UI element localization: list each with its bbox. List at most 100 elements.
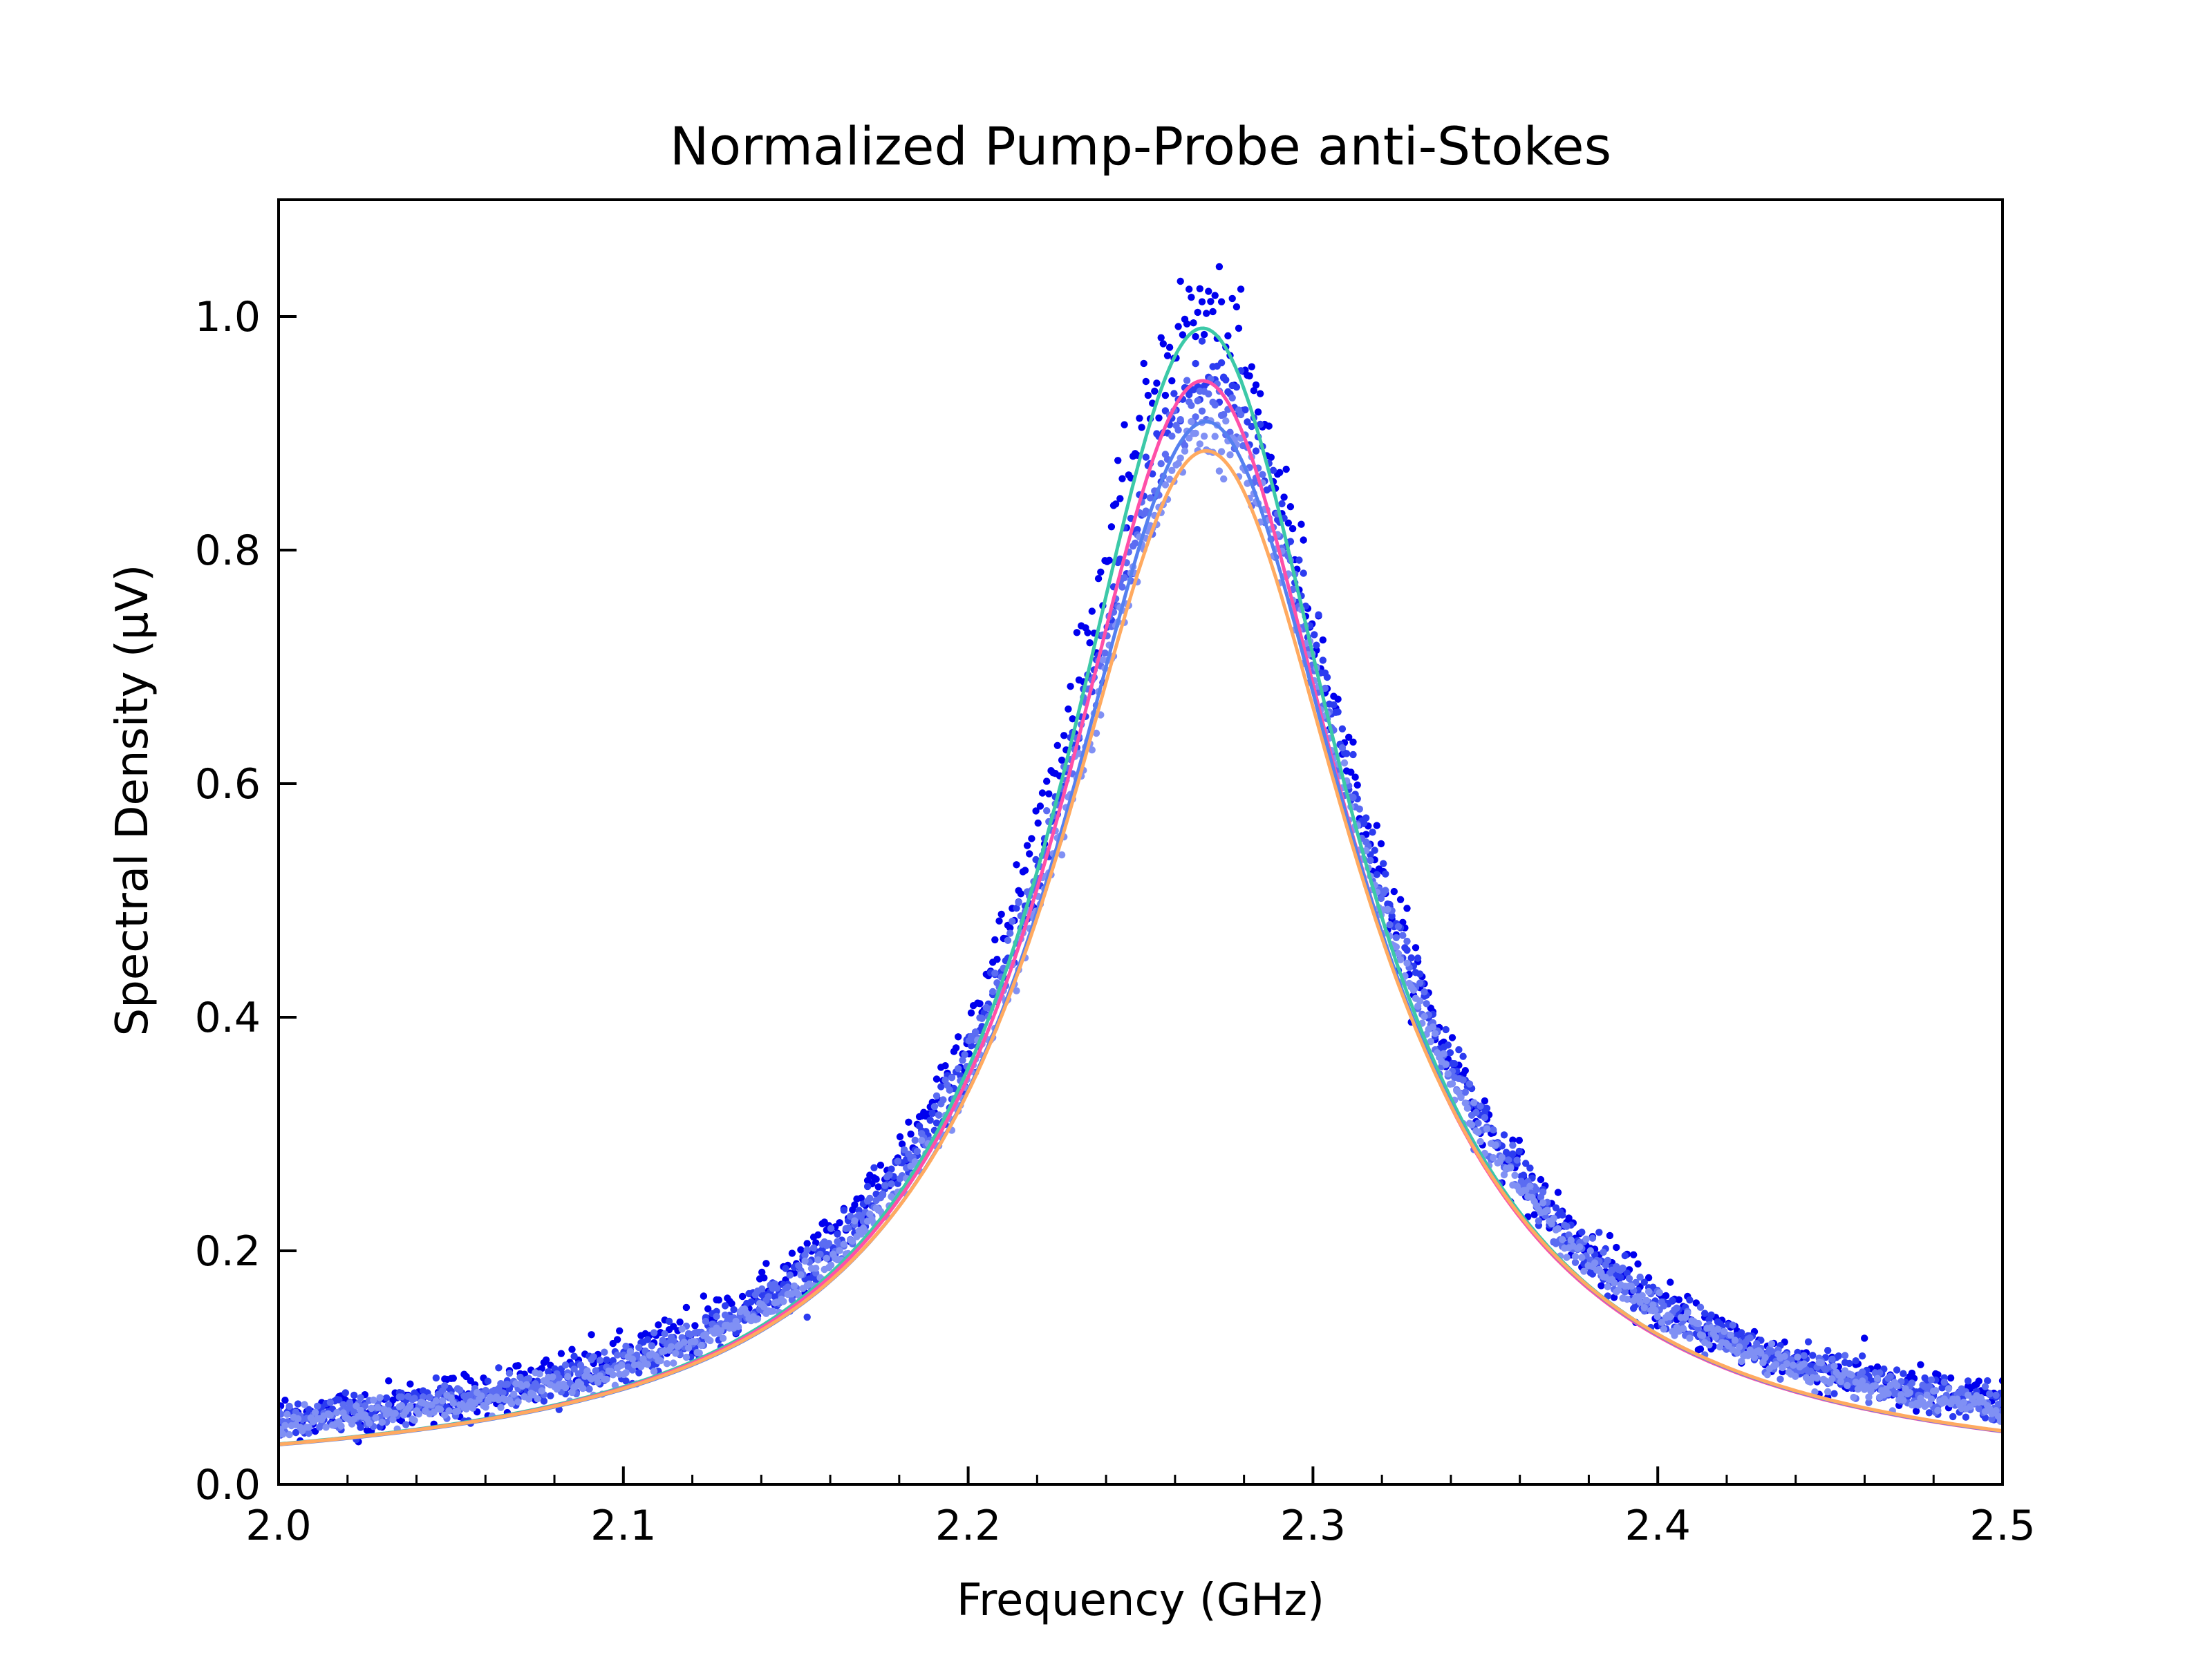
scatter-point [1442, 1026, 1450, 1034]
scatter-point [1813, 1374, 1821, 1382]
scatter-point [281, 1422, 289, 1429]
scatter-point [1522, 1160, 1530, 1167]
scatter-point [1474, 1120, 1482, 1127]
scatter-point [1114, 457, 1122, 464]
scatter-point [1269, 466, 1277, 474]
scatter-point [1509, 1142, 1517, 1149]
scatter-point [1034, 819, 1042, 827]
scatter-point [1617, 1274, 1624, 1281]
scatter-point [1403, 946, 1411, 954]
scatter-point [1006, 924, 1014, 932]
scatter-point [337, 1422, 345, 1430]
scatter-point [350, 1408, 358, 1416]
scatter-point [857, 1194, 865, 1202]
scatter-point [622, 1369, 630, 1377]
scatter-point [849, 1237, 856, 1245]
scatter-point [894, 1158, 902, 1165]
scatter-point [538, 1365, 545, 1372]
scatter-point [803, 1240, 811, 1247]
scatter-point [989, 988, 997, 996]
scatter-point [1181, 442, 1189, 449]
scatter-point [682, 1353, 691, 1361]
scatter-point [946, 1086, 954, 1094]
scatter-point [357, 1394, 364, 1401]
scatter-point [1112, 500, 1120, 508]
scatter-point [941, 1062, 949, 1070]
scatter-point [1994, 1400, 2001, 1408]
scatter-point [1483, 1104, 1491, 1113]
scatter-point [1511, 1171, 1519, 1180]
scatter-point [1220, 475, 1228, 483]
scatter-point [1468, 1121, 1476, 1129]
scatter-point [1345, 733, 1353, 742]
scatter-point [1188, 402, 1195, 409]
scatter-point [1750, 1354, 1759, 1361]
scatter-point [445, 1407, 453, 1415]
scatter-point [568, 1345, 576, 1353]
scatter-point [1729, 1321, 1736, 1329]
scatter-point [1636, 1299, 1644, 1306]
scatter-point [1183, 377, 1191, 384]
scatter-point [888, 1180, 895, 1188]
scatter-point [732, 1317, 740, 1325]
scatter-point [1828, 1355, 1836, 1363]
scatter-point [1211, 433, 1219, 440]
scatter-point [594, 1379, 602, 1386]
scatter-point [1886, 1372, 1894, 1380]
scatter-point [314, 1402, 321, 1410]
scatter-point [825, 1240, 833, 1247]
y-tick-label: 0.0 [195, 1461, 261, 1509]
scatter-point [1500, 1171, 1508, 1179]
scatter-point [844, 1224, 852, 1232]
scatter-point [1286, 503, 1295, 511]
x-tick-label: 2.2 [935, 1502, 1001, 1550]
scatter-point [538, 1387, 545, 1395]
scatter-point [439, 1397, 447, 1405]
scatter-point [730, 1305, 738, 1314]
scatter-point [1698, 1332, 1707, 1340]
scatter-point [1188, 417, 1195, 426]
scatter-point [1423, 1000, 1430, 1008]
scatter-point [1660, 1302, 1668, 1310]
scatter-point [797, 1271, 805, 1278]
scatter-point [1138, 424, 1145, 431]
scatter-point [1477, 1102, 1484, 1110]
scatter-point [1727, 1331, 1734, 1339]
scatter-point [939, 1096, 947, 1104]
scatter-point [1763, 1371, 1771, 1379]
scatter-point [1873, 1375, 1882, 1383]
scatter-point [680, 1339, 688, 1346]
scatter-point [505, 1370, 514, 1377]
scatter-point [1828, 1375, 1836, 1383]
scatter-point [1338, 725, 1347, 733]
scatter-point [1900, 1370, 1907, 1377]
scatter-point [684, 1344, 693, 1352]
scatter-point [482, 1404, 489, 1411]
scatter-point [1490, 1154, 1497, 1162]
scatter-point [1837, 1378, 1845, 1386]
scatter-point [760, 1274, 768, 1282]
scatter-point [1192, 359, 1199, 368]
scatter-point [1644, 1274, 1653, 1282]
scatter-point [1539, 1188, 1547, 1196]
scatter-point [1053, 742, 1062, 750]
scatter-point [1092, 729, 1100, 737]
scatter-point [1174, 460, 1182, 467]
scatter-point [1944, 1385, 1953, 1392]
scatter-point [1582, 1235, 1590, 1243]
scatter-point [1161, 481, 1170, 489]
scatter-point [1576, 1243, 1584, 1251]
scatter-point [389, 1416, 397, 1424]
scatter-point [391, 1409, 399, 1417]
scatter-point [1185, 434, 1193, 442]
scatter-point [1563, 1222, 1571, 1230]
scatter-point [1992, 1391, 2000, 1399]
scatter-point [635, 1369, 643, 1377]
scatter-point [406, 1402, 414, 1410]
scatter-point [1198, 298, 1206, 305]
scatter-point [697, 1341, 705, 1350]
y-tick-label: 1.0 [195, 293, 261, 341]
scatter-point [1850, 1393, 1857, 1401]
scatter-point [1694, 1319, 1703, 1328]
